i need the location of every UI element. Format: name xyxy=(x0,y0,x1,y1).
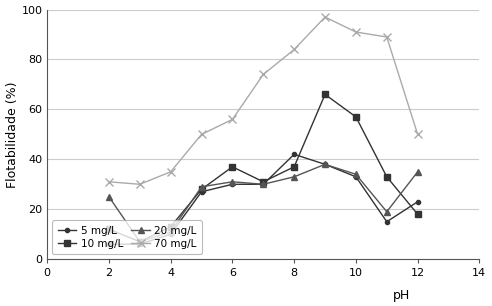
Legend: 5 mg/L, 10 mg/L, 20 mg/L, 70 mg/L: 5 mg/L, 10 mg/L, 20 mg/L, 70 mg/L xyxy=(53,220,202,254)
10 mg/L xyxy=(229,165,235,169)
10 mg/L xyxy=(291,165,297,169)
5 mg/L xyxy=(353,175,359,179)
Line: 20 mg/L: 20 mg/L xyxy=(105,161,421,245)
70 mg/L xyxy=(260,73,266,76)
20 mg/L xyxy=(199,185,205,188)
70 mg/L xyxy=(106,180,112,184)
10 mg/L xyxy=(353,115,359,119)
70 mg/L xyxy=(291,48,297,51)
20 mg/L xyxy=(291,175,297,179)
70 mg/L xyxy=(384,35,390,39)
10 mg/L xyxy=(137,240,143,244)
20 mg/L xyxy=(353,173,359,176)
20 mg/L xyxy=(415,170,421,174)
5 mg/L xyxy=(106,242,112,246)
Line: 70 mg/L: 70 mg/L xyxy=(105,13,422,188)
70 mg/L xyxy=(168,170,174,174)
10 mg/L xyxy=(384,175,390,179)
5 mg/L xyxy=(322,162,328,166)
10 mg/L xyxy=(415,212,421,216)
70 mg/L xyxy=(199,132,205,136)
5 mg/L xyxy=(199,190,205,194)
70 mg/L xyxy=(322,15,328,19)
5 mg/L xyxy=(415,200,421,203)
10 mg/L xyxy=(168,225,174,229)
10 mg/L xyxy=(322,93,328,96)
20 mg/L xyxy=(137,240,143,244)
10 mg/L xyxy=(260,180,266,184)
70 mg/L xyxy=(353,30,359,34)
20 mg/L xyxy=(168,230,174,233)
10 mg/L xyxy=(199,188,205,191)
70 mg/L xyxy=(415,132,421,136)
20 mg/L xyxy=(322,162,328,166)
5 mg/L xyxy=(168,232,174,236)
10 mg/L xyxy=(106,227,112,231)
X-axis label: pH: pH xyxy=(393,289,410,302)
70 mg/L xyxy=(229,118,235,121)
20 mg/L xyxy=(384,210,390,214)
20 mg/L xyxy=(260,182,266,186)
20 mg/L xyxy=(106,195,112,199)
5 mg/L xyxy=(291,152,297,156)
5 mg/L xyxy=(260,182,266,186)
70 mg/L xyxy=(137,182,143,186)
5 mg/L xyxy=(229,182,235,186)
5 mg/L xyxy=(384,220,390,224)
5 mg/L xyxy=(137,242,143,246)
Y-axis label: Flotabilidade (%): Flotabilidade (%) xyxy=(5,81,19,188)
Line: 10 mg/L: 10 mg/L xyxy=(105,91,421,245)
Line: 5 mg/L: 5 mg/L xyxy=(105,150,422,248)
20 mg/L xyxy=(229,180,235,184)
